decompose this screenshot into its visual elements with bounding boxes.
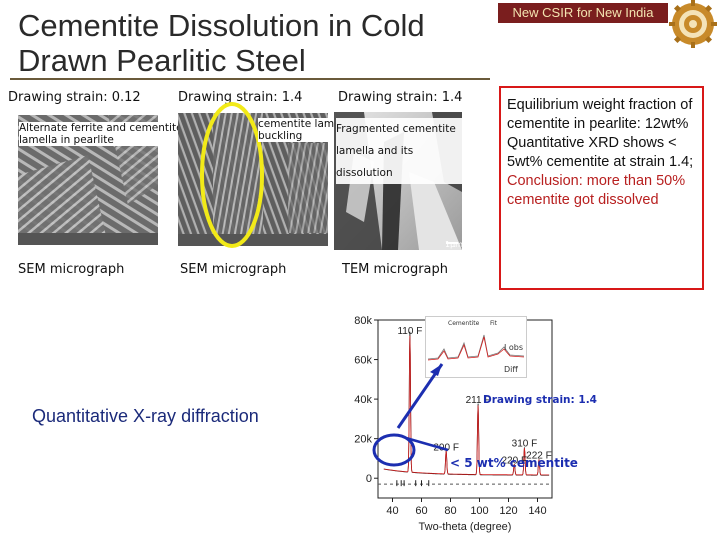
y-tick-label: 80k (354, 315, 372, 327)
micrograph-caption-2: SEM micrograph (180, 262, 287, 277)
xrd-strain-note: Drawing strain: 1.4 (483, 394, 597, 406)
xrd-axes: 0 20k 40k 60k 80k 40 60 80 100 120 140 Two-theta (d… (354, 315, 553, 533)
legend-inset-trace-icon (428, 334, 524, 361)
overlay-label-1-line-1: Alternate ferrite and cementite (19, 122, 183, 134)
xrd-callouts (372, 363, 449, 467)
x-tick-label: 120 (499, 505, 517, 517)
xrd-chart: 0 20k 40k 60k 80k 40 60 80 100 120 140 Two-theta (d… (354, 315, 553, 533)
xrd-trace (383, 331, 550, 487)
callout-arrow-upper (396, 363, 444, 429)
page-title: Cementite Dissolution in Cold Drawn Pear… (18, 8, 488, 78)
x-tick-label: 40 (386, 505, 398, 517)
page-title-line-2: Drawn Pearlitic Steel (18, 43, 306, 78)
conclusion-line-2: Quantitative XRD shows < 5wt% cementite … (507, 135, 694, 170)
peak-label: 110 F (397, 326, 422, 337)
overlay-label-1-line-2: lamella in pearlite (19, 134, 114, 146)
y-tick-label: 20k (354, 434, 372, 446)
highlight-oval (200, 102, 264, 248)
xrd-cementite-note: < 5 wt% cementite (450, 456, 578, 470)
cementite-peak-circle (372, 433, 416, 467)
peak-label: 220 F (502, 455, 528, 466)
peak-label: 211 F (466, 395, 491, 406)
micrograph-caption-3: TEM micrograph (342, 262, 448, 277)
conclusion-panel: Equilibrium weight fraction of cementite… (499, 86, 704, 290)
overlay-label-3-line-2: lamella and its (336, 145, 414, 157)
conclusion-line-1: Equilibrium weight fraction of cementite… (507, 97, 693, 132)
brand-banner: New CSIR for New India (498, 3, 668, 23)
overlay-label-3: Fragmented cementite lamella and its dis… (336, 118, 464, 184)
scale-bar-label: 1µm (445, 240, 463, 249)
x-tick-label: 100 (470, 505, 488, 517)
strain-label-3: Drawing strain: 1.4 (338, 90, 463, 105)
overlay-label-2: cementite lamellae buckling (258, 118, 348, 142)
page-title-line-1: Cementite Dissolution in Cold (18, 8, 425, 43)
x-tick-label: 140 (528, 505, 546, 517)
overlay-label-3-line-1: Fragmented cementite (336, 123, 456, 135)
xrd-section-label: Quantitative X-ray diffraction (32, 406, 259, 426)
x-tick-label: 60 (415, 505, 427, 517)
y-tick-label: 0 (366, 473, 372, 485)
peak-label: 310 F (512, 439, 538, 450)
peak-label: 222 F (526, 450, 552, 461)
overlay-label-2-line-2: buckling (258, 130, 303, 142)
callout-arrow-upper-head-icon (430, 364, 442, 376)
overlay-label-1: Alternate ferrite and cementite lamella … (19, 122, 187, 146)
conclusion-line-3: Conclusion: more than 50% cementite got … (507, 173, 686, 208)
strain-label-1: Drawing strain: 0.12 (8, 90, 141, 105)
x-axis-label: Two-theta (degree) (419, 521, 512, 533)
csir-gear-logo-icon (669, 0, 717, 48)
legend-cementite: Cementite (448, 320, 480, 327)
y-tick-label: 40k (354, 394, 372, 406)
legend-obs: I obs (504, 343, 524, 352)
fit-pattern (383, 335, 550, 476)
legend-diff: Diff (504, 365, 518, 374)
legend-fit: Fit (490, 320, 498, 327)
peak-label: 200 F (433, 442, 459, 453)
strain-label-2: Drawing strain: 1.4 (178, 90, 303, 105)
overlay-label-2-line-1: cementite lamellae (258, 118, 348, 130)
xrd-legend: Cementite Fit I obs Diff (425, 316, 527, 378)
title-divider (10, 78, 490, 80)
callout-arrow-lower (405, 436, 449, 452)
overlay-label-3-line-3: dissolution (336, 167, 393, 179)
micrograph-caption-1: SEM micrograph (18, 262, 125, 277)
y-tick-label: 60k (354, 355, 372, 367)
x-tick-label: 80 (444, 505, 456, 517)
